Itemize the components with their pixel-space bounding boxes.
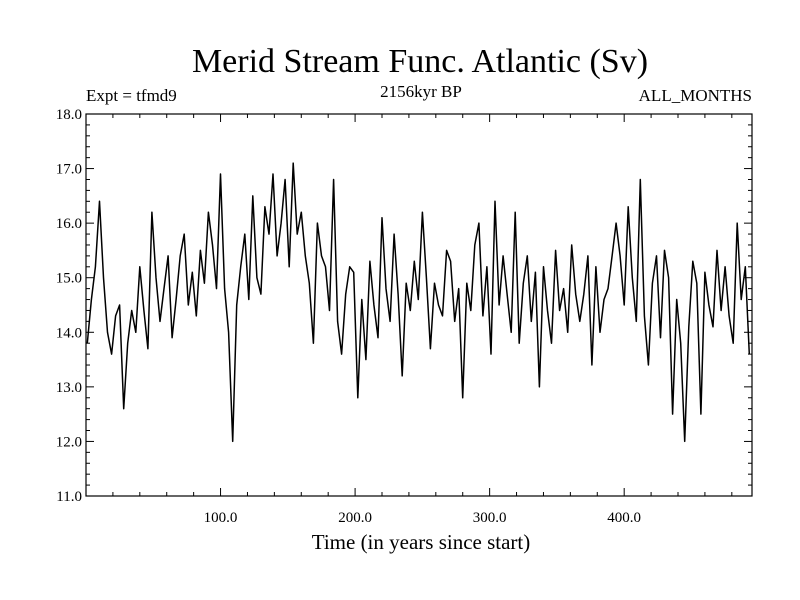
y-tick-label: 12.0 bbox=[56, 434, 82, 450]
y-tick-label: 17.0 bbox=[56, 162, 82, 178]
y-tick-label: 14.0 bbox=[56, 325, 82, 341]
x-axis: 100.0 200.0 300.0 400.0 bbox=[112, 114, 733, 526]
x-tick-label: 100.0 bbox=[204, 510, 238, 526]
x-tick-label: 200.0 bbox=[338, 510, 372, 526]
y-tick-label: 13.0 bbox=[56, 380, 82, 396]
series-line bbox=[86, 162, 751, 443]
y-tick-label: 11.0 bbox=[56, 489, 82, 505]
period-label: 2156kyr BP bbox=[380, 82, 462, 101]
y-tick-label: 15.0 bbox=[56, 271, 82, 287]
plot-frame bbox=[85, 113, 753, 497]
months-label: ALL_MONTHS bbox=[639, 86, 752, 105]
x-tick-label: 400.0 bbox=[607, 510, 641, 526]
experiment-label: Expt = tfmd9 bbox=[86, 86, 177, 105]
y-tick-label: 18.0 bbox=[56, 107, 82, 123]
y-tick-label: 16.0 bbox=[56, 216, 82, 232]
x-tick-label: 300.0 bbox=[473, 510, 507, 526]
x-axis-label: Time (in years since start) bbox=[312, 530, 531, 554]
chart-title: Merid Stream Func. Atlantic (Sv) bbox=[192, 43, 648, 80]
y-axis: 11.0 12.0 13.0 14.0 15.0 16.0 17.0 18.0 bbox=[56, 107, 752, 505]
